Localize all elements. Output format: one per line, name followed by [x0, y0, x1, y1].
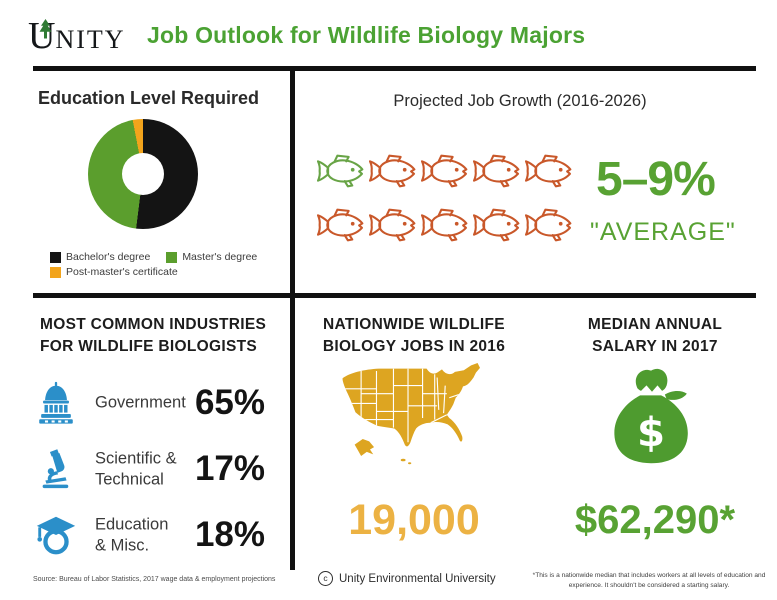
legend-item-bachelors: Bachelor's degree	[50, 251, 150, 263]
microscope-icon	[42, 449, 69, 489]
job-growth-section-title: Projected Job Growth (2016-2026)	[393, 92, 647, 110]
fish-pictograph	[316, 152, 576, 260]
job-growth-qualifier: "AVERAGE"	[590, 218, 736, 246]
industries-title-line2: FOR WILDLIFE BIOLOGISTS	[40, 338, 257, 356]
industry-label-line2: & Misc.	[95, 536, 150, 554]
salary-section-title: MEDIAN ANNUAL SALARY IN 2017	[533, 314, 777, 359]
fish-icon	[368, 208, 416, 242]
industry-label-line1: Education	[95, 515, 169, 534]
copyright-text: Unity Environmental University	[339, 572, 496, 585]
education-donut	[88, 119, 198, 229]
salary-value: $62,290*	[574, 498, 736, 542]
industry-label-line2: Technical	[95, 470, 164, 488]
unity-logo: U NITY	[28, 14, 126, 60]
legend-label: Master's degree	[182, 251, 258, 263]
industry-value: 65%	[194, 383, 265, 422]
fish-row-1	[316, 152, 576, 190]
salary-footnote: *This is a nationwide median that includ…	[532, 572, 766, 589]
legend-label: Post-master's certificate	[66, 266, 178, 278]
industry-label: Government	[95, 393, 186, 414]
bachelors-swatch	[50, 251, 61, 263]
industry-label-line1: Scientific &	[95, 449, 177, 468]
graduate-icon	[36, 516, 76, 555]
industry-label: Scientific & Technical	[95, 448, 177, 489]
copyright-icon: c	[318, 571, 333, 586]
logo-text: NITY	[55, 25, 126, 54]
fish-icon	[472, 208, 520, 242]
industries-section-title: MOST COMMON INDUSTRIES FOR WILDLIFE BIOL…	[40, 314, 266, 359]
copyright-line: c Unity Environmental University	[318, 571, 496, 586]
industry-row-government: Government 65%	[33, 374, 265, 432]
industries-title-line1: MOST COMMON INDUSTRIES	[40, 316, 267, 333]
fish-icon	[524, 208, 572, 242]
industry-row-education: Education & Misc. 18%	[33, 506, 265, 564]
legend-item-postmasters: Post-master's certificate	[50, 266, 178, 278]
masters-swatch	[166, 251, 178, 263]
usa-map-icon	[342, 362, 480, 465]
fish-icon	[420, 154, 468, 188]
page-title: Job Outlook for Wildlife Biology Majors	[147, 22, 586, 48]
industry-label-line1: Government	[95, 393, 186, 412]
jobs-section-title: NATIONWIDE WILDLIFE BIOLOGY JOBS IN 2016	[300, 314, 528, 359]
logo-letter-u: U	[28, 15, 56, 57]
jobs-value: 19,000	[348, 496, 480, 544]
divider-vertical-top	[290, 66, 295, 298]
divider-horizontal-middle	[33, 293, 756, 298]
divider-vertical-bottom	[290, 293, 295, 570]
pine-tree-icon	[39, 19, 52, 39]
fish-icon	[472, 154, 520, 188]
fish-icon	[316, 208, 364, 242]
industry-value: 18%	[194, 515, 265, 554]
fish-icon	[368, 154, 416, 188]
dollar-sign: $	[637, 409, 665, 456]
fish-icon	[420, 208, 468, 242]
industry-label: Education & Misc.	[95, 514, 168, 555]
postmasters-swatch	[50, 266, 61, 278]
donut-hole	[122, 153, 164, 195]
industry-row-scientific: Scientific & Technical 17%	[33, 440, 265, 498]
jobs-title-line1: NATIONWIDE WILDLIFE	[323, 316, 505, 333]
job-growth-value: 5–9%	[596, 153, 716, 206]
salary-title-line1: MEDIAN ANNUAL	[587, 316, 723, 333]
education-legend: Bachelor's degree Master's degree Post-m…	[50, 251, 275, 278]
capitol-icon	[39, 381, 73, 424]
source-note: Source: Bureau of Labor Statistics, 2017…	[33, 576, 276, 583]
divider-horizontal-top	[33, 66, 756, 71]
fish-icon	[316, 154, 364, 188]
legend-label: Bachelor's degree	[66, 251, 151, 263]
salary-title-line2: SALARY IN 2017	[592, 338, 718, 356]
fish-icon	[524, 154, 572, 188]
money-bag-icon: $	[614, 368, 688, 464]
legend-item-masters: Master's degree	[166, 251, 257, 263]
education-section-title: Education Level Required	[38, 88, 260, 108]
fish-row-2	[316, 206, 576, 244]
jobs-title-line2: BIOLOGY JOBS IN 2016	[322, 338, 506, 356]
industry-value: 17%	[194, 449, 265, 488]
